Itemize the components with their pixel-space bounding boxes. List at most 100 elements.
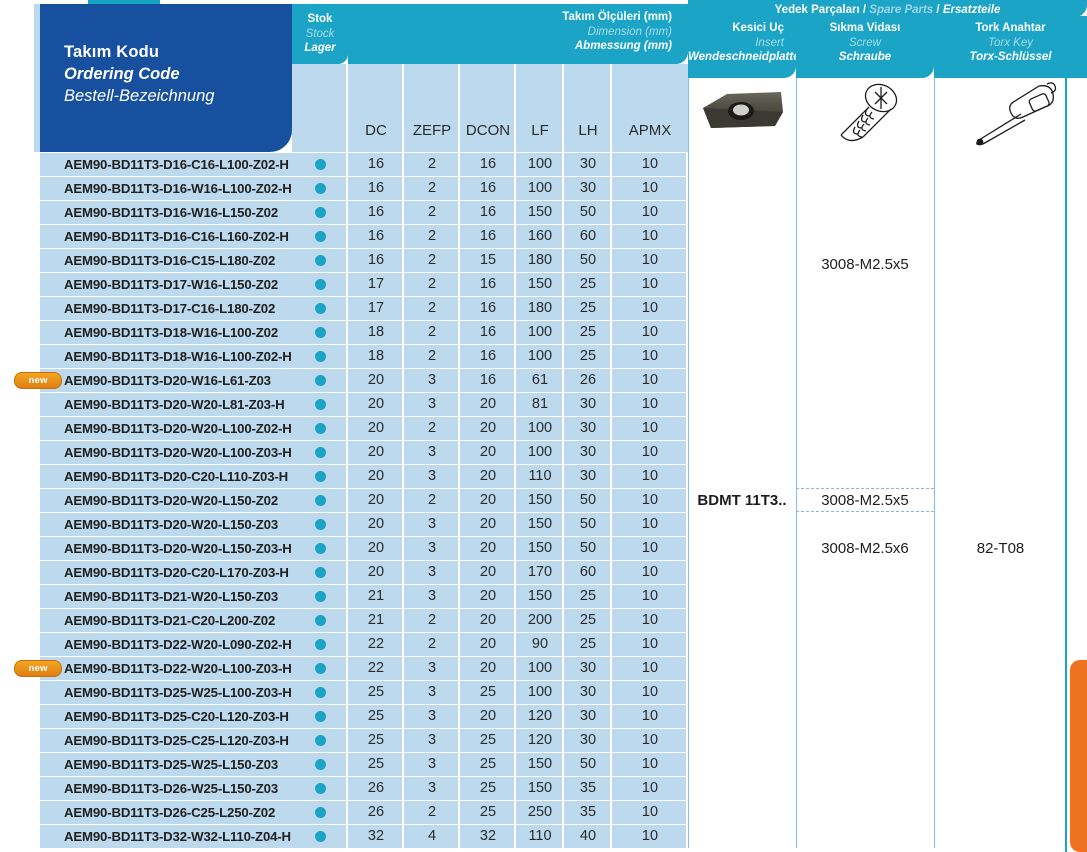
table-row[interactable]: AEM90-BD11T3-D26-W25-L150-Z03 26 3 25 150 35 1… (40, 776, 1087, 800)
cell-dcon: 20 (479, 396, 497, 412)
ordering-code-cell[interactable]: AEM90-BD11T3-D32-W32-L110-Z04-H (64, 828, 291, 844)
table-row[interactable]: AEM90-BD11T3-D20-C20-L110-Z03-H 20 3 20 110 3… (40, 464, 1087, 488)
cell-divider (402, 296, 404, 320)
cell-dcon: 20 (479, 444, 497, 460)
cell-lf: 100 (527, 684, 553, 700)
ordering-code-cell[interactable]: AEM90-BD11T3-D16-W16-L150-Z02 (64, 204, 279, 220)
cell-divider (562, 248, 564, 272)
ordering-code-cell[interactable]: AEM90-BD11T3-D26-W25-L150-Z03 (64, 780, 279, 796)
table-row[interactable]: AEM90-BD11T3-D16-W16-L150-Z02 16 2 16 150 50 1… (40, 200, 1087, 224)
table-row[interactable]: AEM90-BD11T3-D20-W20-L150-Z02 20 2 20 150 50 1… (40, 488, 1087, 512)
cell-dc: 20 (367, 396, 385, 412)
cell-divider (610, 272, 612, 296)
ordering-code-cell[interactable]: AEM90-BD11T3-D20-W20-L150-Z03-H (64, 540, 292, 556)
table-row[interactable]: AEM90-BD11T3-D25-C20-L120-Z03-H 25 3 20 120 3… (40, 704, 1087, 728)
cell-dc: 18 (367, 348, 385, 364)
ordering-code-cell[interactable]: AEM90-BD11T3-D25-C20-L120-Z03-H (64, 708, 289, 724)
ordering-code-cell[interactable]: AEM90-BD11T3-D18-W16-L100-Z02 (64, 324, 279, 340)
table-row[interactable]: AEM90-BD11T3-D21-W20-L150-Z03 21 3 20 150 25 1… (40, 584, 1087, 608)
table-row[interactable]: AEM90-BD11T3-D16-C16-L160-Z02-H 16 2 16 160 6… (40, 224, 1087, 248)
table-row[interactable]: AEM90-BD11T3-D26-C25-L250-Z02 26 2 25 250 35 1… (40, 800, 1087, 824)
cell-divider (514, 224, 516, 248)
table-row[interactable]: AEM90-BD11T3-D25-C25-L120-Z03-H 25 3 25 120 3… (40, 728, 1087, 752)
row-background (40, 464, 688, 488)
table-row[interactable]: AEM90-BD11T3-D18-W16-L100-Z02 18 2 16 100 25 1… (40, 320, 1087, 344)
table-row[interactable]: AEM90-BD11T3-D20-W20-L81-Z03-H 20 3 20 81 30 1… (40, 392, 1087, 416)
row-divider (40, 488, 688, 489)
table-row[interactable]: AEM90-BD11T3-D25-W25-L150-Z03 25 3 25 150 50 1… (40, 752, 1087, 776)
ordering-code-cell[interactable]: AEM90-BD11T3-D20-W20-L150-Z03 (64, 516, 279, 532)
cell-divider (686, 392, 688, 416)
new-badge: new (14, 372, 62, 389)
ordering-code-cell[interactable]: AEM90-BD11T3-D20-W20-L150-Z02 (64, 492, 279, 508)
cell-divider (458, 416, 460, 440)
table-row[interactable]: AEM90-BD11T3-D20-C20-L170-Z03-H 20 3 20 170 6… (40, 560, 1087, 584)
ordering-code-cell[interactable]: AEM90-BD11T3-D22-W20-L100-Z03-H (64, 660, 292, 676)
ordering-code-cell[interactable]: AEM90-BD11T3-D22-W20-L090-Z02-H (64, 636, 292, 652)
cell-divider (514, 656, 516, 680)
table-row[interactable]: AEM90-BD11T3-D21-C20-L200-Z02 21 2 20 200 25 1… (40, 608, 1087, 632)
ordering-code-cell[interactable]: AEM90-BD11T3-D20-W20-L100-Z02-H (64, 420, 292, 436)
ordering-code-cell[interactable]: AEM90-BD11T3-D16-W16-L100-Z02-H (64, 180, 292, 196)
cell-lf: 90 (531, 636, 549, 652)
cell-dc: 18 (367, 324, 385, 340)
cell-divider (458, 704, 460, 728)
cell-zefp: 2 (427, 300, 437, 316)
table-row[interactable]: AEM90-BD11T3-D17-C16-L180-Z02 17 2 16 180 25 1… (40, 296, 1087, 320)
cell-divider (562, 776, 564, 800)
ordering-code-cell[interactable]: AEM90-BD11T3-D25-W25-L150-Z03 (64, 756, 279, 772)
table-row[interactable]: AEM90-BD11T3-D20-W20-L150-Z03-H 20 3 20 150 5… (40, 536, 1087, 560)
cell-divider (562, 320, 564, 344)
screw-photo-cell (796, 78, 934, 152)
ordering-code-cell[interactable]: AEM90-BD11T3-D16-C15-L180-Z02 (64, 252, 276, 268)
ordering-code-cell[interactable]: AEM90-BD11T3-D25-C25-L120-Z03-H (64, 732, 289, 748)
screw-title-tr: Sıkma Vidası (829, 22, 901, 34)
table-row[interactable]: AEM90-BD11T3-D25-W25-L100-Z03-H 25 3 25 100 3… (40, 680, 1087, 704)
torx-key-icon (976, 82, 1057, 146)
ordering-code-cell[interactable]: AEM90-BD11T3-D21-C20-L200-Z02 (64, 612, 276, 628)
table-row[interactable]: AEM90-BD11T3-D22-W20-L090-Z02-H 22 2 20 90 25… (40, 632, 1087, 656)
table-row[interactable]: AEM90-BD11T3-D20-W20-L150-Z03 20 3 20 150 50 1… (40, 512, 1087, 536)
table-row[interactable]: AEM90-BD11T3-D20-W20-L100-Z02-H 20 2 20 100 3… (40, 416, 1087, 440)
table-row[interactable]: AEM90-BD11T3-D18-W16-L100-Z02-H 18 2 16 100 2… (40, 344, 1087, 368)
ordering-code-cell[interactable]: AEM90-BD11T3-D16-C16-L100-Z02-H (64, 156, 289, 172)
ordering-code-cell[interactable]: AEM90-BD11T3-D21-W20-L150-Z03 (64, 588, 279, 604)
cell-divider (562, 416, 564, 440)
cell-apmx: 10 (641, 204, 659, 220)
table-row[interactable]: AEM90-BD11T3-D16-C16-L100-Z02-H 16 2 16 100 3… (40, 152, 1087, 176)
ordering-code-cell[interactable]: AEM90-BD11T3-D20-W20-L81-Z03-H (64, 396, 285, 412)
torx-column-divider (934, 78, 935, 848)
table-row[interactable]: AEM90-BD11T3-D20-W20-L100-Z03-H 20 3 20 100 3… (40, 440, 1087, 464)
stock-dot-icon (314, 758, 326, 770)
table-row[interactable]: AEM90-BD11T3-D16-C15-L180-Z02 16 2 15 180 50 1… (40, 248, 1087, 272)
table-row[interactable]: new AEM90-BD11T3-D22-W20-L100-Z03-H 22 3 20 1… (14, 656, 1087, 680)
cell-divider (610, 536, 612, 560)
cell-divider (458, 632, 460, 656)
ordering-code-cell[interactable]: AEM90-BD11T3-D17-C16-L180-Z02 (64, 300, 276, 316)
cell-divider (514, 680, 516, 704)
table-row[interactable]: AEM90-BD11T3-D32-W32-L110-Z04-H 32 4 32 110 4… (40, 824, 1087, 848)
row-divider (40, 608, 688, 609)
ordering-code-cell[interactable]: AEM90-BD11T3-D20-W16-L61-Z03 (64, 372, 271, 388)
table-row[interactable]: new AEM90-BD11T3-D20-W16-L61-Z03 20 3 16 61 26… (14, 368, 1087, 392)
ordering-code-cell[interactable]: AEM90-BD11T3-D26-C25-L250-Z02 (64, 804, 276, 820)
cell-lh: 26 (579, 372, 597, 388)
table-row[interactable]: AEM90-BD11T3-D17-W16-L150-Z02 17 2 16 150 25 1… (40, 272, 1087, 296)
ordering-code-cell[interactable]: AEM90-BD11T3-D20-C20-L110-Z03-H (64, 468, 289, 484)
ordering-code-cell[interactable]: AEM90-BD11T3-D16-C16-L160-Z02-H (64, 228, 289, 244)
cell-divider (402, 824, 404, 848)
table-row[interactable]: AEM90-BD11T3-D16-W16-L100-Z02-H 16 2 16 100 3… (40, 176, 1087, 200)
cell-lh: 25 (579, 636, 597, 652)
ordering-code-cell[interactable]: AEM90-BD11T3-D18-W16-L100-Z02-H (64, 348, 292, 364)
cell-zefp: 2 (427, 492, 437, 508)
ordering-code-cell[interactable]: AEM90-BD11T3-D20-W20-L100-Z03-H (64, 444, 292, 460)
cell-lh: 50 (579, 204, 597, 220)
cell-divider (686, 536, 688, 560)
ordering-code-cell[interactable]: AEM90-BD11T3-D20-C20-L170-Z03-H (64, 564, 289, 580)
ordering-code-cell[interactable]: AEM90-BD11T3-D17-W16-L150-Z02 (64, 276, 279, 292)
stock-title-tr: Stok (307, 13, 333, 25)
cell-zefp: 3 (427, 756, 437, 772)
ordering-code-cell[interactable]: AEM90-BD11T3-D25-W25-L100-Z03-H (64, 684, 292, 700)
cell-divider (346, 536, 348, 560)
spare-banner-en: Spare Parts (869, 4, 934, 16)
